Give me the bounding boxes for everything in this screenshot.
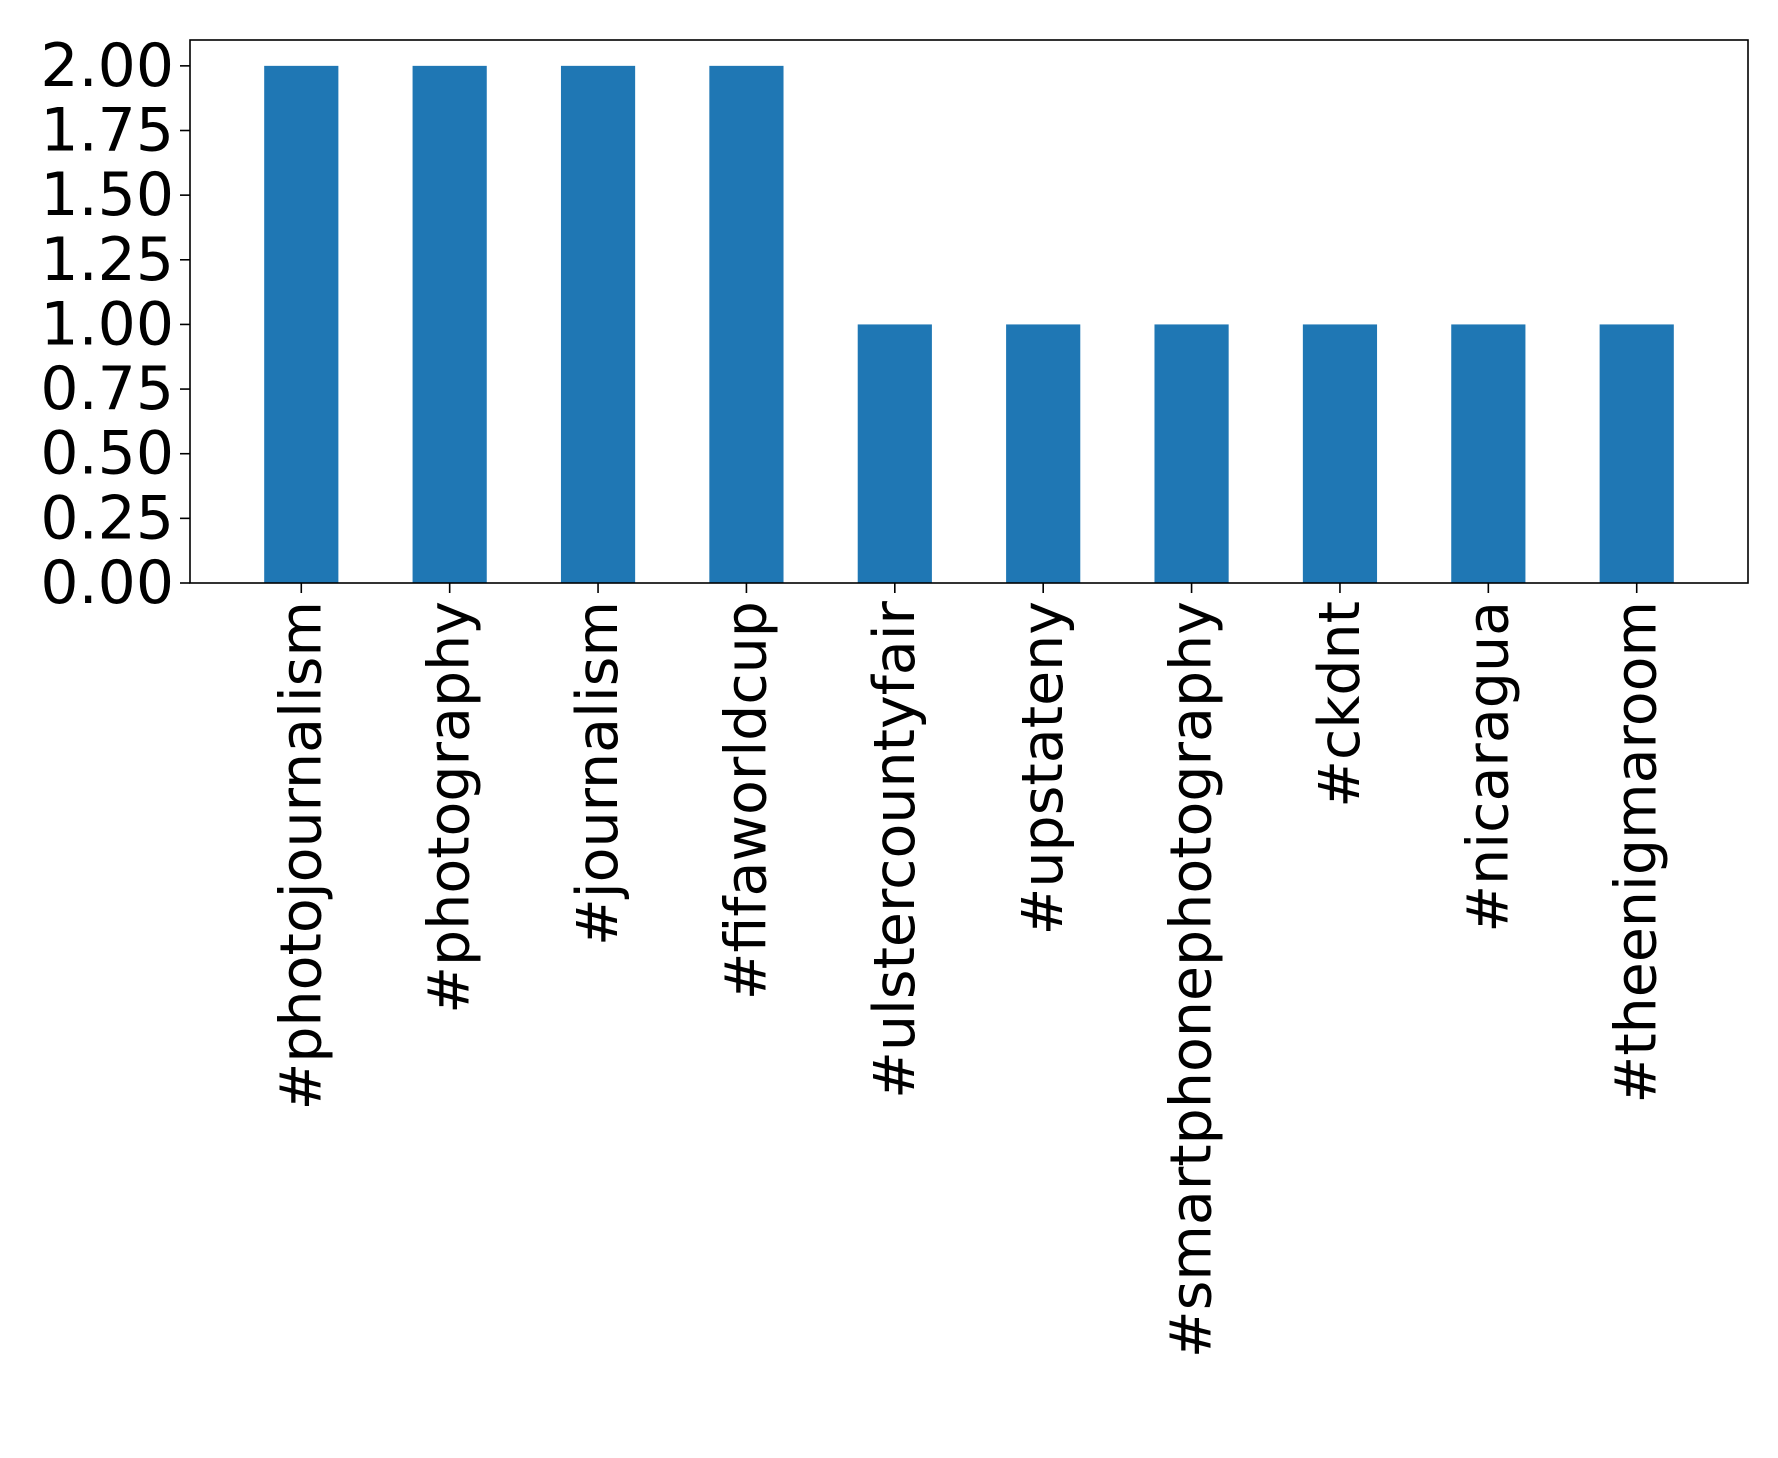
- y-tick-label: 0.00: [40, 548, 174, 618]
- y-tick-label: 1.75: [40, 96, 174, 166]
- y-tick-label: 1.25: [40, 225, 174, 295]
- y-tick-label: 1.00: [40, 289, 174, 359]
- y-axis: 0.000.250.500.751.001.251.501.752.00: [40, 31, 190, 618]
- bar: [1599, 324, 1674, 583]
- bar: [709, 65, 784, 584]
- y-tick-label: 0.50: [40, 419, 174, 489]
- x-tick-label: #ulstercountyfair: [862, 600, 928, 1098]
- x-tick-label: #fifaworldcup: [713, 601, 779, 1000]
- bar: [1302, 324, 1378, 583]
- bar: [1451, 324, 1526, 583]
- x-tick-label: #theenigmaroom: [1604, 601, 1670, 1103]
- x-tick-label: #smartphonephotography: [1159, 601, 1225, 1358]
- bar: [1154, 324, 1229, 583]
- bar: [412, 65, 487, 584]
- x-tick-label: #photojournalism: [268, 601, 334, 1110]
- y-tick-label: 0.75: [40, 354, 174, 424]
- bar: [560, 65, 636, 584]
- y-tick-label: 2.00: [40, 31, 174, 101]
- bar: [1006, 324, 1081, 583]
- y-tick-label: 0.25: [40, 483, 174, 553]
- bars-group: [264, 65, 1674, 584]
- x-tick-label: #ckdnt: [1307, 601, 1373, 808]
- x-tick-label: #nicaragua: [1455, 601, 1521, 933]
- bar: [264, 65, 339, 584]
- x-tick-label: #photography: [417, 601, 483, 1014]
- bar: [857, 324, 932, 583]
- plot-area-frame: [189, 39, 1749, 584]
- x-tick-label: #upstateny: [1010, 601, 1076, 935]
- x-axis: #photojournalism #photography #journalism #…: [268, 583, 1670, 1358]
- y-tick-label: 1.50: [40, 160, 174, 230]
- x-tick-label: #journalism: [565, 601, 631, 946]
